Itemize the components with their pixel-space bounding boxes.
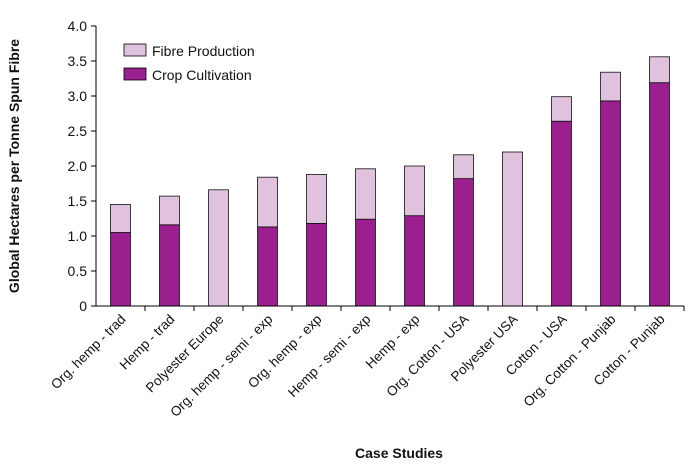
x-tick-label: Org. Cotton - Punjab: [520, 312, 618, 410]
y-tick-label: 4.0: [68, 18, 88, 34]
x-tick-label: Org. Cotton - USA: [384, 312, 472, 400]
bar-fibre-production: [600, 71, 621, 102]
y-tick-label: 3.5: [68, 53, 88, 69]
y-tick-label: 0: [79, 298, 87, 314]
bar-fibre-production: [355, 168, 376, 220]
bar-fibre-production: [110, 204, 131, 233]
bar-crop-cultivation: [110, 232, 131, 307]
y-axis-title: Global Hectares per Tonne Spun Fibre: [6, 39, 22, 293]
bar-crop-cultivation: [404, 215, 425, 307]
legend-swatch-fibre-production: [123, 43, 147, 57]
x-tick-label: Hemp - semi - exp: [285, 312, 374, 401]
bar-crop-cultivation: [306, 222, 327, 307]
bar-crop-cultivation: [649, 82, 670, 307]
bar-fibre-production: [649, 56, 670, 84]
bar-crop-cultivation: [551, 120, 572, 307]
x-axis-title: Case Studies: [355, 445, 443, 461]
bar-crop-cultivation: [453, 178, 474, 307]
bar-fibre-production: [502, 151, 523, 307]
bar-fibre-production: [159, 195, 180, 226]
legend-label-fibre-production: Fibre Production: [152, 43, 255, 59]
legend-swatch-crop-cultivation: [123, 67, 147, 81]
bar-crop-cultivation: [600, 100, 621, 307]
y-tick-label: 1.0: [68, 228, 88, 244]
x-tick-label: Org. hemp - trad: [48, 312, 129, 393]
y-axis-ticks: 0 0.5 1.0 1.5 2.0 2.5 3.0 3.5 4.0: [68, 18, 96, 314]
y-tick-label: 1.5: [68, 193, 88, 209]
legend-label-crop-cultivation: Crop Cultivation: [152, 67, 252, 83]
bar-fibre-production: [257, 176, 278, 228]
y-tick-label: 0.5: [68, 263, 88, 279]
bar-crop-cultivation: [159, 224, 180, 307]
y-tick-label: 2.5: [68, 123, 88, 139]
bar-fibre-production: [551, 96, 572, 122]
bar-fibre-production: [404, 165, 425, 217]
bar-fibre-production: [208, 189, 229, 307]
y-tick-label: 3.0: [68, 88, 88, 104]
y-tick-label: 2.0: [68, 158, 88, 174]
bars: [110, 56, 670, 307]
bar-crop-cultivation: [355, 218, 376, 307]
legend: Fibre Production Crop Cultivation: [123, 43, 255, 83]
bar-fibre-production: [306, 173, 327, 224]
bar-fibre-production: [453, 154, 474, 180]
bar-crop-cultivation: [257, 226, 278, 307]
